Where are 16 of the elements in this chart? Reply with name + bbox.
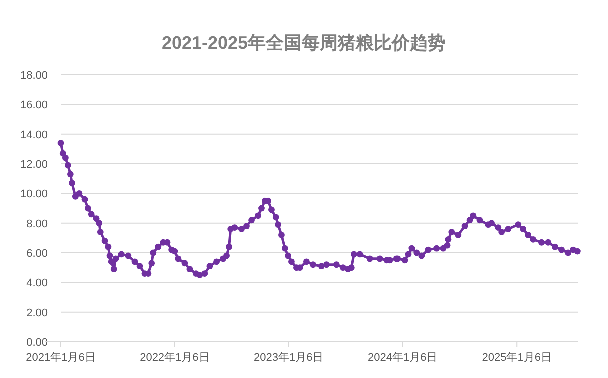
- y-tick-label: 4.00: [26, 278, 48, 290]
- y-tick-label: 2.00: [26, 307, 48, 320]
- y-tick-label: 10.00: [20, 188, 48, 201]
- y-tick-label: 12.00: [20, 159, 48, 171]
- y-tick-label: 0.00: [26, 337, 48, 349]
- y-tick-label: 14.00: [20, 129, 48, 142]
- chart-title: 2021-2025年全国每周猪粮比价趋势: [162, 33, 446, 53]
- x-tick-label: 2022年1月6日: [140, 352, 210, 364]
- x-tick-label: 2025年1月6日: [482, 352, 552, 364]
- y-tick-label: 16.00: [20, 100, 48, 112]
- x-tick-label: 2024年1月6日: [368, 352, 438, 364]
- y-tick-label: 18.00: [20, 70, 48, 82]
- y-tick-label: 8.00: [26, 218, 48, 230]
- x-tick-label: 2023年1月6日: [254, 352, 324, 364]
- y-tick-label: 6.00: [26, 248, 48, 260]
- x-tick-label: 2021年1月6日: [26, 352, 96, 364]
